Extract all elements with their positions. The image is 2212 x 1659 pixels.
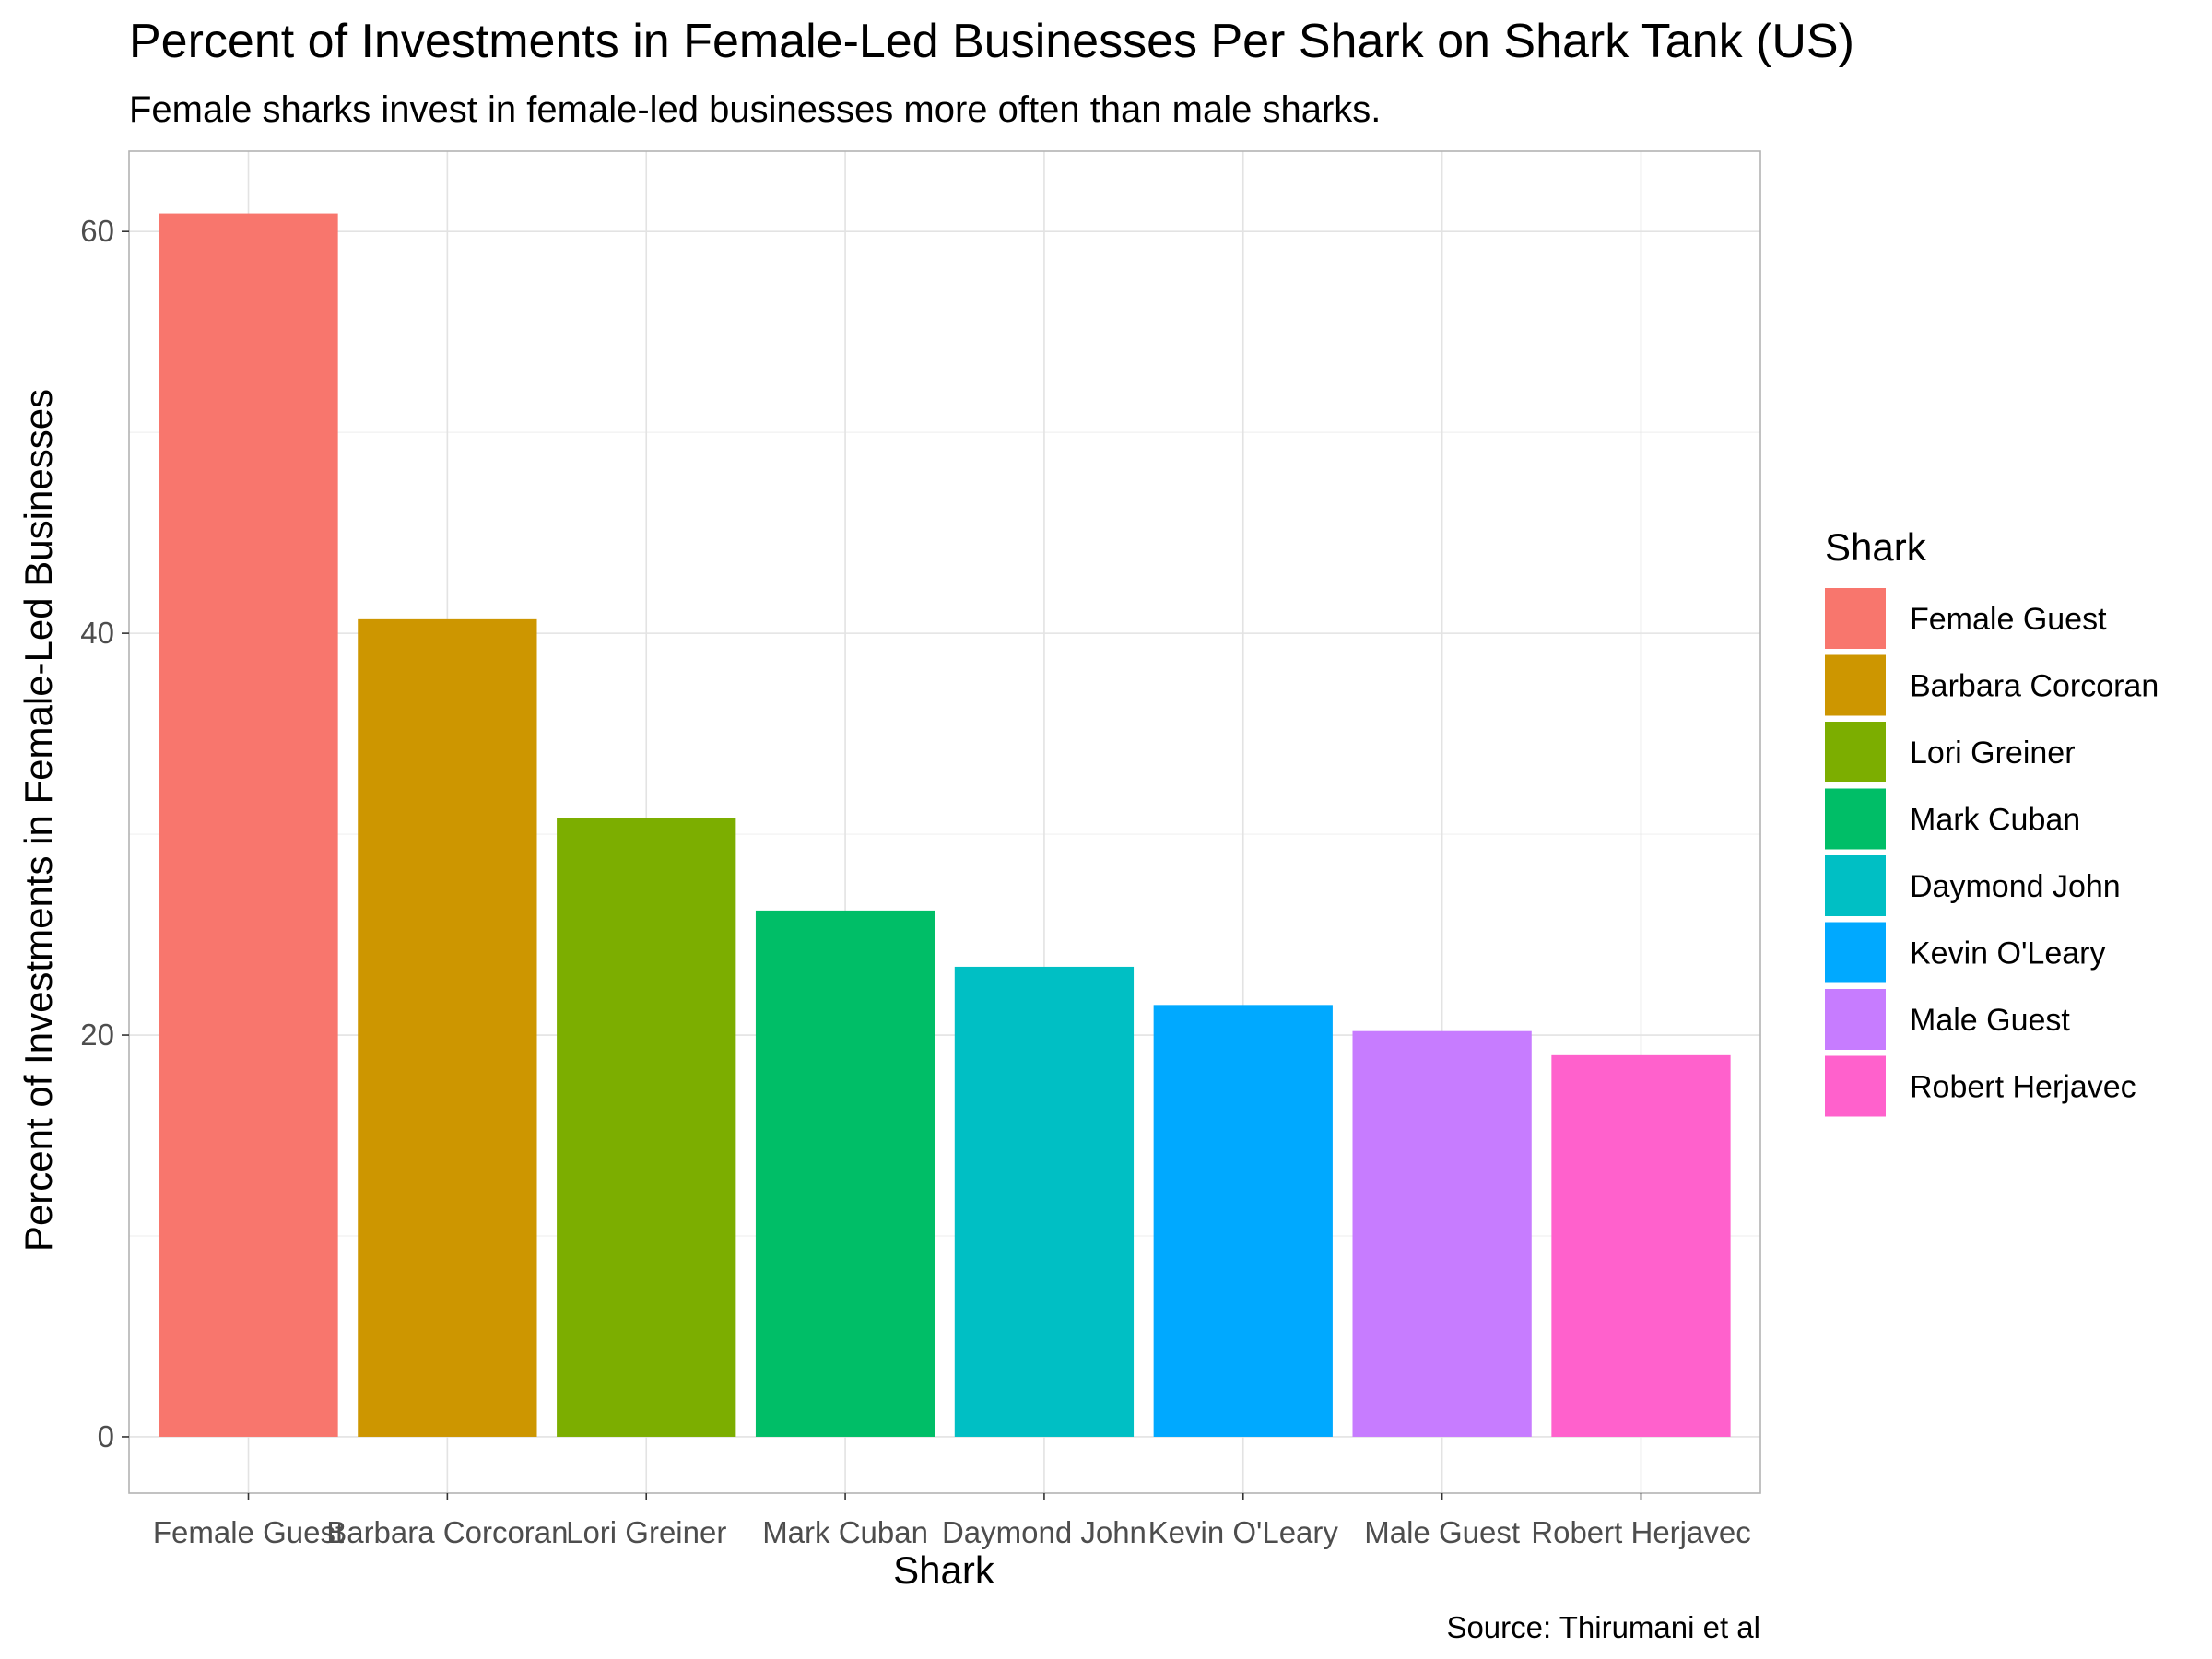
bar [755,910,935,1437]
y-tick-label: 0 [98,1419,114,1453]
bar [358,618,537,1437]
chart-subtitle: Female sharks invest in female-led busin… [129,89,1381,130]
legend-key [1825,855,1886,916]
bar [557,818,736,1437]
legend-key [1825,1055,1886,1117]
bar [1352,1030,1532,1437]
x-tick-label: Male Guest [1364,1515,1520,1549]
legend-label: Daymond John [1910,869,2121,904]
bar [159,213,338,1437]
legend: Shark Female Guest Barbara Corcoran Lori G… [1825,525,2159,1117]
x-tick-label: Daymond John [942,1515,1147,1549]
chart-caption: Source: Thirumani et al [1446,1610,1760,1644]
y-tick-label: 40 [80,616,114,650]
legend-label: Female Guest [1910,602,2107,637]
legend-label: Barbara Corcoran [1910,669,2159,704]
y-tick-label: 20 [80,1018,114,1052]
legend-key [1825,788,1886,850]
legend-label: Male Guest [1910,1003,2070,1038]
bar [954,966,1135,1437]
x-tick-label: Kevin O'Leary [1148,1515,1339,1549]
panel-border [128,150,1761,1494]
y-tick-label: 60 [80,214,114,248]
legend-key [1825,722,1886,782]
legend-items: Female Guest Barbara Corcoran Lori Greiner… [1825,588,2159,1117]
legend-key [1825,922,1886,983]
x-tick-label: Lori Greiner [566,1515,726,1549]
legend-title: Shark [1825,525,1927,569]
x-tick-label: Female Guest [153,1515,344,1549]
legend-key [1825,588,1886,649]
y-axis-title: Percent of Investments in Female-Led Bus… [17,389,60,1252]
chart-title: Percent of Investments in Female-Led Bus… [129,15,1854,68]
x-tick-label: Mark Cuban [762,1515,928,1549]
legend-label: Lori Greiner [1910,735,2076,771]
bar [1551,1054,1731,1437]
plot-panel [128,150,1761,1494]
legend-label: Kevin O'Leary [1910,936,2105,971]
x-tick-label: Robert Herjavec [1531,1515,1750,1549]
legend-label: Robert Herjavec [1910,1070,2136,1105]
y-axis: 0 20 40 60 [80,214,129,1453]
x-axis-title: Shark [893,1548,995,1592]
legend-key [1825,654,1886,716]
bar [1153,1005,1333,1437]
legend-label: Mark Cuban [1910,803,2080,838]
legend-key [1825,989,1886,1050]
x-tick-label: Barbara Corcoran [326,1515,568,1549]
